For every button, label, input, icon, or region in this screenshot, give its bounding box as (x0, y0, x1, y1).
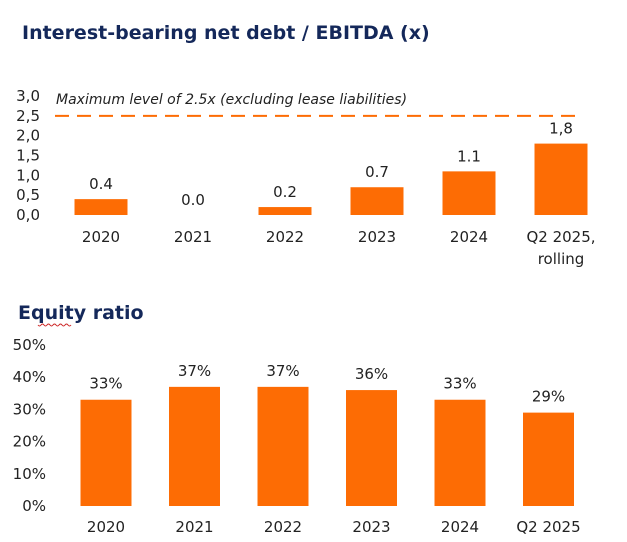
y-tick-label: 50% (13, 336, 46, 354)
value-labels: 0.4 0.0 0.2 0.7 1.1 1,8 (89, 120, 573, 209)
y-tick-label: 1,0 (16, 166, 40, 184)
y-tick-label: 1,5 (16, 147, 40, 165)
x-category-label: 2024 (450, 228, 488, 246)
bar (523, 412, 574, 506)
x-category-label: 2020 (87, 518, 125, 536)
bar-value-label: 29% (532, 388, 565, 406)
x-category-label: 2022 (266, 228, 304, 246)
bar-value-label: 0.4 (89, 175, 113, 193)
bar (434, 399, 486, 506)
x-category-label: 2023 (358, 228, 396, 246)
net-debt-ebitda-chart: Interest-bearing net debt / EBITDA (x) 0… (16, 22, 595, 268)
y-tick-label: 2,5 (16, 107, 40, 125)
y-tick-label: 0,0 (16, 206, 40, 224)
x-category-label: 2020 (82, 228, 120, 246)
x-category-label: 2021 (175, 518, 213, 536)
bar-value-label: 0.0 (181, 191, 205, 209)
bar-series (74, 143, 588, 215)
y-axis-ticks: 0,0 0,5 1,01,5 2,0 2,5 3,0 (16, 87, 40, 224)
equity-ratio-chart: Equity ratio 0% 10% 20% 30% 40% 50% 33% 37% 37%… (13, 302, 581, 536)
bar (74, 199, 128, 215)
bar-value-label: 0.7 (365, 163, 389, 181)
y-tick-label: 30% (13, 400, 46, 418)
bar-value-label: 37% (178, 362, 211, 380)
y-tick-label: 0% (22, 497, 46, 515)
x-category-label: Q2 2025, rolling (526, 228, 595, 268)
x-category-label: 2023 (352, 518, 390, 536)
spellcheck-underline (37, 323, 72, 327)
bar (80, 399, 132, 506)
x-axis-categories: 2020 2021 2022 2023 2024 Q2 2025 (87, 518, 581, 536)
x-axis-categories: 2020 2021 2022 2023 2024 Q2 2025, rolling (82, 228, 596, 268)
bar-value-label: 0.2 (273, 183, 297, 201)
bar (346, 390, 397, 506)
bar-value-label: 33% (89, 375, 122, 393)
bar-value-label: 36% (355, 365, 388, 383)
bar-value-label: 1,8 (549, 120, 573, 138)
threshold-annotation: Maximum level of 2.5x (excluding lease l… (56, 92, 407, 108)
chart-title: Equity ratio (18, 302, 144, 324)
bar (350, 187, 404, 215)
bar-value-label: 33% (443, 375, 476, 393)
x-category-label: 2024 (441, 518, 479, 536)
y-tick-label: 20% (13, 433, 46, 451)
y-tick-label: 10% (13, 465, 46, 483)
x-category-label: 2021 (174, 228, 212, 246)
y-tick-label: 0,5 (16, 186, 40, 204)
bar-value-label: 1.1 (457, 147, 481, 165)
chart-title: Interest-bearing net debt / EBITDA (x) (22, 22, 430, 44)
bar (442, 171, 496, 215)
x-category-label: Q2 2025 (516, 518, 580, 536)
bar (534, 143, 588, 215)
bar (169, 386, 220, 506)
y-tick-label: 3,0 (16, 87, 40, 105)
bar-series (80, 386, 574, 506)
y-axis-ticks: 0% 10% 20% 30% 40% 50% (13, 336, 46, 515)
bar-value-label: 37% (266, 362, 299, 380)
y-tick-label: 40% (13, 368, 46, 386)
bar (258, 207, 312, 215)
bar (257, 386, 309, 506)
value-labels: 33% 37% 37% 36% 33% 29% (89, 362, 565, 406)
y-tick-label: 2,0 (16, 127, 40, 145)
x-category-label: 2022 (264, 518, 302, 536)
